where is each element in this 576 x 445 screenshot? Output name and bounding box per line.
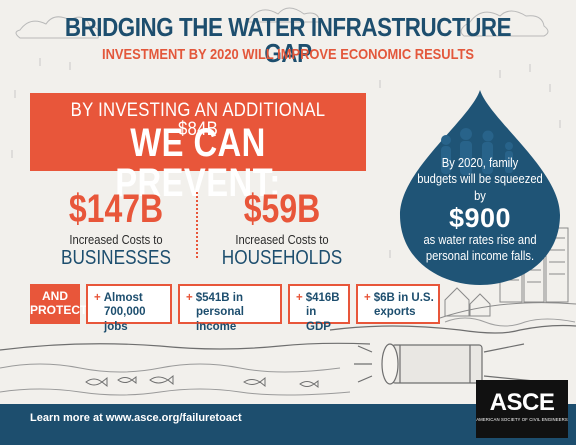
- protect-label: AND PROTECT:: [30, 284, 90, 324]
- stat-households: $59B Increased Costs to HOUSEHOLDS: [202, 189, 362, 268]
- page-title: BRIDGING THE WATER INFRASTRUCTURE GAP: [64, 12, 512, 68]
- logo-wordmark: ASCE: [489, 389, 555, 416]
- protect-item-income: + $541B in personal income: [178, 284, 282, 333]
- waterway: [0, 363, 351, 396]
- protect-item-line-1: Almost: [103, 292, 143, 304]
- protect-item-jobs: + Almost 700,000 jobs: [86, 284, 172, 333]
- protect-label-line-1: AND: [42, 289, 68, 303]
- stat-divider: [196, 192, 198, 258]
- drop-line-2: budgets will be squeezed by: [417, 171, 543, 203]
- protect-item-exports: + $6B in U.S. exports: [356, 284, 440, 324]
- cloud-icon: [15, 7, 549, 39]
- drop-line-4: personal income falls.: [425, 248, 535, 264]
- neighborhood: [439, 287, 576, 327]
- asce-logo: ASCE AMERICAN SOCIETY OF CIVIL ENGINEERS: [476, 380, 568, 438]
- stat-category: HOUSEHOLDS: [221, 247, 343, 270]
- protect-item-gdp: + $416B in GDP: [288, 284, 350, 333]
- protect-item-line-2: exports: [374, 306, 416, 319]
- plus-icon: +: [94, 292, 101, 304]
- page-subtitle: INVESTMENT BY 2020 WILL IMPROVE ECONOMIC…: [101, 46, 475, 63]
- investment-banner: BY INVESTING AN ADDITIONAL $84B WE CAN P…: [30, 93, 366, 203]
- stat-description: Increased Costs to: [69, 232, 163, 247]
- fish-icon: [85, 374, 319, 388]
- ground-and-pipe: [0, 324, 576, 385]
- plus-icon: +: [364, 292, 371, 304]
- drop-line-3: as water rates rise and: [423, 232, 537, 248]
- protect-item-line-2: 700,000 jobs: [104, 306, 146, 333]
- protect-item-line-1: $541B in: [195, 292, 244, 304]
- rain-drops: [11, 58, 561, 258]
- footer-link[interactable]: Learn more at www.asce.org/failuretoact: [30, 412, 242, 424]
- stat-description: Increased Costs to: [235, 232, 329, 247]
- protect-item-line-2: in GDP: [306, 306, 331, 333]
- plus-icon: +: [296, 292, 303, 304]
- protect-label-line-2: PROTECT:: [30, 303, 90, 318]
- banner-line-1: BY INVESTING AN ADDITIONAL $84B: [70, 100, 326, 140]
- logo-tagline: AMERICAN SOCIETY OF CIVIL ENGINEERS: [476, 417, 568, 422]
- protect-item-line-1: $416B: [305, 292, 340, 304]
- stat-amount: $59B: [243, 187, 321, 231]
- plus-icon: +: [186, 292, 193, 304]
- stat-category: BUSINESSES: [61, 247, 171, 270]
- stat-amount: $147B: [68, 187, 164, 231]
- protect-item-line-1: $6B in U.S.: [373, 292, 434, 304]
- water-drop-callout: By 2020, family budgets will be squeezed…: [405, 155, 555, 265]
- protect-item-line-2: personal income: [196, 306, 244, 333]
- drop-line-1: By 2020, family: [441, 155, 519, 170]
- stat-businesses: $147B Increased Costs to BUSINESSES: [36, 189, 196, 268]
- family-silhouette-icon: [441, 128, 513, 175]
- water-drop-icon: [400, 90, 560, 285]
- drop-amount: $900: [448, 202, 512, 233]
